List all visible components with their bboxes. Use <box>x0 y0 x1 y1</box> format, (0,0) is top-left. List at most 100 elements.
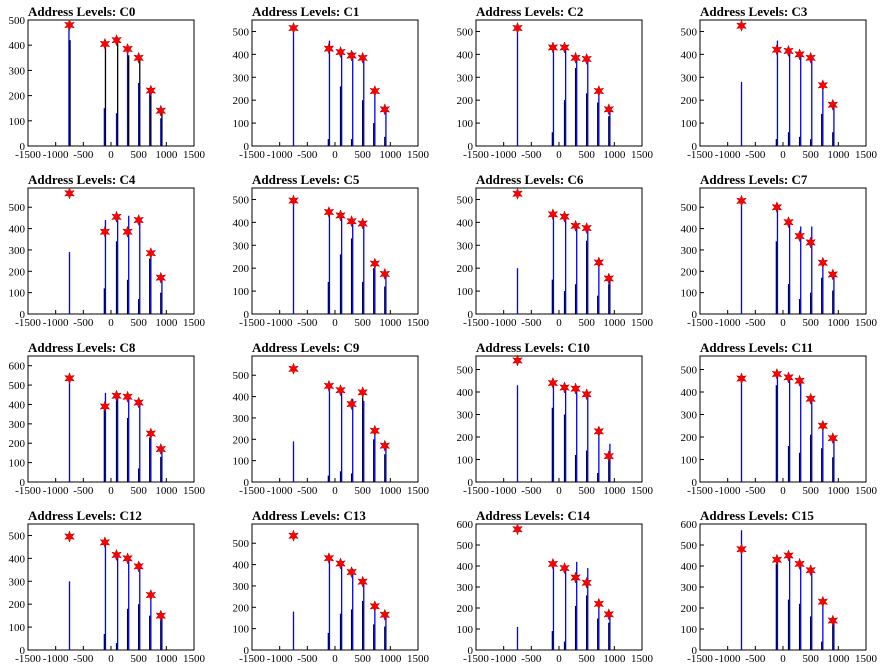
peak-marker <box>379 608 391 622</box>
y-tick-label: 500 <box>9 202 26 214</box>
x-tick-label: -1500 <box>239 149 265 161</box>
peak-marker <box>593 256 605 269</box>
y-tick-label: 200 <box>457 263 474 275</box>
peak-marker <box>122 552 134 565</box>
peak-marker <box>783 215 794 229</box>
peak-marker <box>570 571 582 584</box>
y-tick-label: 400 <box>9 399 26 411</box>
x-tick-label: 500 <box>802 653 819 665</box>
x-tick-label: -1500 <box>687 317 713 329</box>
chart-panel-4: Address Levels: C40100200300400500-1500-… <box>9 172 206 329</box>
x-tick-label: 0 <box>332 485 338 497</box>
peak-marker <box>323 379 335 393</box>
peak-marker <box>771 367 783 381</box>
chart-panel-0: Address Levels: C00100200300400500-1500-… <box>9 4 206 161</box>
y-tick-label: 200 <box>9 599 26 611</box>
x-tick-label: -500 <box>745 485 766 497</box>
y-tick-label: 0 <box>20 141 26 153</box>
peak-marker <box>794 557 806 571</box>
y-tick-label: 400 <box>233 49 250 61</box>
peak-marker <box>133 396 145 409</box>
peak-marker <box>581 52 593 66</box>
plot-frame <box>475 19 643 147</box>
peak-marker <box>369 84 381 98</box>
x-tick-label: -1000 <box>715 317 741 329</box>
x-tick-label: 1000 <box>603 317 626 329</box>
peak-marker <box>335 45 346 59</box>
x-tick-label: -500 <box>297 653 318 665</box>
peak-marker <box>559 381 570 394</box>
peak-marker <box>827 268 839 281</box>
chart-title: Address Levels: C9 <box>252 340 360 355</box>
x-tick-label: 1000 <box>827 653 850 665</box>
peak-marker <box>547 557 559 571</box>
plot-frame <box>699 355 867 483</box>
y-tick-label: 200 <box>681 603 698 615</box>
x-tick-label: 0 <box>108 149 114 161</box>
peak-marker <box>111 548 122 562</box>
peak-marker <box>603 103 615 116</box>
x-tick-label: -1000 <box>715 485 741 497</box>
x-tick-label: -1500 <box>463 149 489 161</box>
peak-marker <box>771 43 783 57</box>
peak-marker <box>99 225 111 239</box>
peak-marker <box>133 213 145 227</box>
x-tick-label: -1000 <box>43 653 69 665</box>
x-tick-label: 0 <box>108 485 114 497</box>
peak-marker <box>512 187 523 200</box>
peak-marker <box>357 51 369 65</box>
y-tick-label: 500 <box>681 365 698 377</box>
y-tick-label: 400 <box>9 553 26 565</box>
y-tick-label: 400 <box>9 224 26 236</box>
peak-marker <box>783 549 794 562</box>
y-tick-label: 0 <box>692 309 698 321</box>
y-tick-label: 0 <box>692 477 698 489</box>
x-tick-label: 500 <box>802 485 819 497</box>
x-tick-label: 0 <box>556 653 562 665</box>
peak-marker <box>155 442 167 456</box>
plot-frame <box>251 355 419 483</box>
y-tick-label: 300 <box>233 581 250 593</box>
y-tick-label: 400 <box>681 561 698 573</box>
y-tick-label: 300 <box>9 419 26 431</box>
x-tick-label: 1000 <box>603 485 626 497</box>
y-tick-label: 400 <box>681 224 698 236</box>
chart-panel-11: Address Levels: C11 0 100 200 300 400 500 -1500… <box>681 340 878 497</box>
plot-frame <box>251 19 419 147</box>
x-tick-label: 500 <box>578 149 595 161</box>
plot-frame <box>27 523 195 651</box>
x-tick-label: 0 <box>556 485 562 497</box>
chart-panel-6: Address Levels: C60100200300400500-1500-… <box>457 172 654 329</box>
y-tick-label: 400 <box>9 40 26 52</box>
x-tick-label: -1000 <box>715 653 741 665</box>
peak-marker <box>512 354 523 367</box>
peak-marker <box>794 48 806 61</box>
plot-frame <box>27 355 195 483</box>
peak-marker <box>133 560 145 573</box>
peak-marker <box>99 536 111 549</box>
x-tick-label: -500 <box>73 317 94 329</box>
y-tick-label: 400 <box>233 217 250 229</box>
chart-title: Address Levels: C1 <box>252 4 359 19</box>
y-tick-label: 100 <box>233 118 250 130</box>
x-tick-label: 1500 <box>407 149 430 161</box>
y-tick-label: 500 <box>681 540 698 552</box>
peak-marker <box>369 599 381 613</box>
chart-panel-7: Address Levels: C70100200300400500-1500-… <box>681 172 878 329</box>
x-tick-label: 500 <box>130 653 147 665</box>
y-tick-label: 500 <box>457 540 474 552</box>
x-tick-label: -500 <box>297 149 318 161</box>
y-tick-label: 200 <box>233 95 250 107</box>
x-tick-label: 0 <box>332 149 338 161</box>
x-tick-label: 1500 <box>631 149 654 161</box>
peak-marker <box>64 187 75 200</box>
x-tick-label: 1000 <box>155 485 178 497</box>
plot-frame <box>251 523 419 651</box>
chart-title: Address Levels: C12 <box>28 508 142 523</box>
y-tick-label: 300 <box>9 245 26 257</box>
x-tick-label: 0 <box>108 317 114 329</box>
peak-marker <box>369 257 381 270</box>
chart-title: Address Levels: C0 <box>28 4 135 19</box>
peak-marker <box>288 21 299 35</box>
y-tick-label: 200 <box>457 432 474 444</box>
